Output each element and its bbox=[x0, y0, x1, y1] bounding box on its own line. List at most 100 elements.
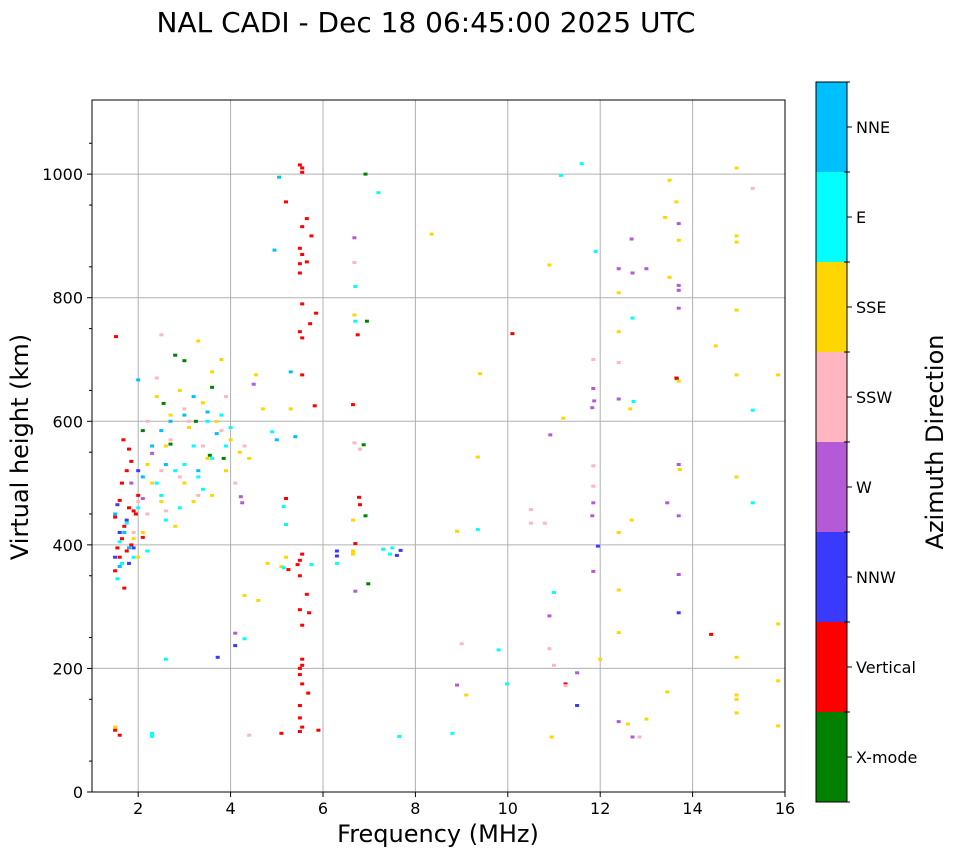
data-point-ssw bbox=[242, 444, 247, 448]
data-point-vertical bbox=[300, 336, 305, 340]
data-point-sse bbox=[154, 395, 159, 399]
data-point-e bbox=[397, 734, 402, 738]
data-point-sse bbox=[475, 455, 480, 459]
data-point-sse bbox=[734, 655, 739, 659]
data-point-w bbox=[676, 222, 681, 226]
data-point-e bbox=[376, 191, 381, 195]
data-point-ssw bbox=[145, 512, 150, 516]
data-point-sse bbox=[284, 555, 288, 559]
data-point-sse bbox=[616, 531, 621, 534]
data-point-vertical bbox=[355, 333, 360, 337]
x-tick-label: 8 bbox=[410, 799, 420, 818]
data-point-w bbox=[644, 267, 649, 271]
data-point-ssw bbox=[459, 642, 464, 646]
data-point-vertical bbox=[300, 170, 305, 174]
data-point-sse bbox=[644, 717, 649, 721]
colorbar-segment bbox=[816, 712, 847, 802]
data-point-e bbox=[219, 413, 224, 417]
data-point-sse bbox=[265, 561, 270, 565]
data-point-vertical bbox=[351, 403, 355, 407]
data-point-e bbox=[281, 505, 286, 509]
data-point-sse bbox=[136, 555, 141, 559]
data-point-ssw bbox=[591, 484, 596, 488]
data-point-x-mode bbox=[182, 359, 187, 363]
data-point-x-mode bbox=[364, 319, 369, 323]
data-point-nnw bbox=[398, 548, 403, 552]
colorbar-frame bbox=[815, 81, 848, 803]
data-point-vertical bbox=[297, 608, 302, 612]
data-point-ssw bbox=[750, 186, 755, 190]
data-point-vertical bbox=[300, 663, 305, 667]
colorbar-tick-label: E bbox=[856, 208, 866, 227]
data-point-e bbox=[177, 506, 182, 510]
data-point-e bbox=[475, 527, 480, 531]
colorbar-tick-label: Vertical bbox=[856, 658, 916, 677]
data-point-e bbox=[163, 657, 168, 661]
data-point-e bbox=[334, 561, 339, 565]
x-tick-label: 2 bbox=[133, 799, 143, 818]
data-point-nnw bbox=[115, 503, 120, 507]
data-point-sse bbox=[113, 725, 118, 729]
data-point-vertical bbox=[279, 731, 284, 735]
data-point-nnw bbox=[334, 554, 339, 558]
data-point-vertical bbox=[133, 512, 138, 516]
data-point-vertical bbox=[300, 657, 305, 661]
data-point-sse bbox=[187, 426, 191, 429]
data-point-nne bbox=[182, 413, 187, 417]
data-point-w bbox=[233, 631, 238, 635]
data-point-vertical bbox=[113, 515, 118, 519]
data-point-vertical bbox=[297, 730, 302, 733]
data-point-w bbox=[665, 501, 670, 505]
colorbar-segment bbox=[816, 82, 847, 172]
data-point-sse bbox=[677, 468, 682, 471]
y-axis-ticks: 0 200 400 600 800 1000 bbox=[42, 142, 92, 802]
data-point-ssw bbox=[528, 508, 533, 512]
colorbar-segment bbox=[816, 532, 847, 622]
data-point-sse bbox=[242, 594, 247, 597]
data-point-ssw bbox=[187, 419, 191, 423]
data-point-vertical bbox=[709, 632, 714, 636]
data-point-x-mode bbox=[210, 385, 215, 389]
x-axis-label: Frequency (MHz) bbox=[337, 820, 539, 848]
data-point-ssw bbox=[200, 444, 205, 448]
data-point-vertical bbox=[563, 682, 568, 686]
data-point-ssw bbox=[352, 441, 357, 445]
data-point-vertical bbox=[308, 322, 313, 326]
data-point-e bbox=[504, 682, 509, 686]
data-point-sse bbox=[279, 565, 284, 568]
data-point-vertical bbox=[120, 537, 124, 541]
y-tick-label: 1000 bbox=[42, 165, 83, 184]
data-point-w bbox=[630, 271, 635, 275]
data-point-e bbox=[115, 577, 120, 581]
data-point-w bbox=[591, 569, 596, 573]
data-point-sse bbox=[734, 240, 739, 244]
data-point-vertical bbox=[297, 262, 302, 266]
data-point-w bbox=[455, 683, 459, 687]
y-tick-label: 800 bbox=[52, 289, 83, 308]
data-point-sse bbox=[168, 413, 173, 417]
data-point-vertical bbox=[284, 497, 288, 500]
data-points bbox=[113, 162, 781, 739]
data-point-ssw bbox=[552, 663, 556, 667]
data-point-sse bbox=[351, 549, 355, 553]
data-point-sse bbox=[561, 416, 566, 420]
data-point-sse bbox=[131, 537, 136, 541]
data-point-w bbox=[591, 387, 596, 390]
data-point-vertical bbox=[297, 574, 302, 578]
data-point-nne bbox=[272, 248, 277, 252]
data-point-e bbox=[750, 408, 755, 412]
data-point-vertical bbox=[124, 469, 129, 473]
data-point-w bbox=[353, 589, 358, 593]
data-point-sse bbox=[667, 178, 672, 182]
data-point-e bbox=[558, 173, 563, 177]
data-point-e bbox=[630, 316, 635, 320]
data-point-sse bbox=[464, 693, 469, 697]
data-point-e bbox=[496, 648, 501, 652]
data-point-vertical bbox=[297, 704, 302, 707]
data-point-sse bbox=[182, 481, 187, 485]
data-point-nne bbox=[163, 463, 168, 466]
data-point-ssw bbox=[163, 509, 168, 513]
data-point-e bbox=[150, 734, 155, 738]
data-point-nnw bbox=[394, 553, 399, 557]
data-point-sse bbox=[598, 657, 603, 661]
